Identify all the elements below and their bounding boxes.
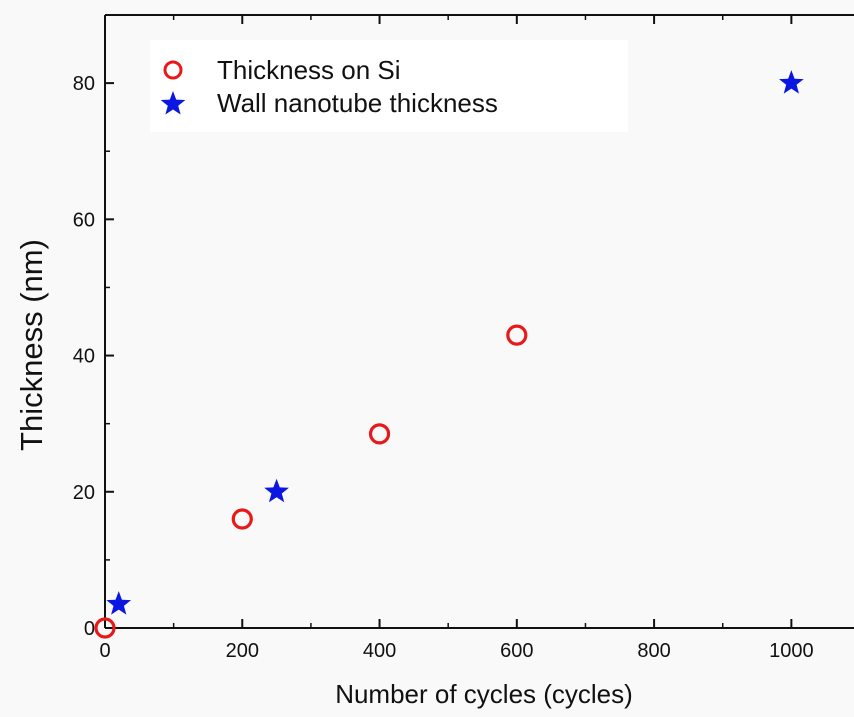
- thickness-on-si-point: [231, 508, 253, 530]
- wall-nanotube-thickness-point: [779, 70, 804, 94]
- ticks: 0 200 400 600 800 1000 0 20 40 60 80: [73, 15, 814, 662]
- x-tick-label: 0: [99, 640, 110, 662]
- legend-marker-wall-nanotube-thickness: [160, 91, 186, 115]
- wall-nanotube-thickness-point: [264, 478, 289, 503]
- y-tick-label: 80: [73, 73, 95, 95]
- legend-label-wall-nanotube-thickness: Wall nanotube thickness: [217, 88, 498, 118]
- x-tick-label: 1000: [769, 640, 814, 662]
- legend-marker-thickness-on-si: [163, 60, 183, 80]
- legend-label-thickness-on-si: Thickness on Si: [217, 55, 401, 85]
- legend: Thickness on Si Wall nanotube thickness: [160, 55, 498, 118]
- x-tick-label: 600: [500, 640, 533, 662]
- thickness-on-si-point: [94, 617, 116, 639]
- x-axis-title: Number of cycles (cycles): [335, 679, 633, 709]
- legend-box: [150, 40, 628, 132]
- y-tick-label: 60: [73, 209, 95, 231]
- data-points: [94, 70, 804, 639]
- x-tick-label: 200: [226, 640, 259, 662]
- x-tick-label: 800: [637, 640, 670, 662]
- wall-nanotube-thickness-point: [106, 591, 132, 615]
- axes: [104, 14, 854, 629]
- thickness-on-si-point: [506, 324, 528, 346]
- y-tick-label: 20: [73, 482, 95, 504]
- x-tick-label: 400: [363, 640, 396, 662]
- y-tick-label: 40: [73, 346, 95, 368]
- y-axis-title: Thickness (nm): [14, 239, 49, 451]
- y-tick-label: 0: [84, 618, 95, 640]
- thickness-on-si-point: [368, 423, 391, 445]
